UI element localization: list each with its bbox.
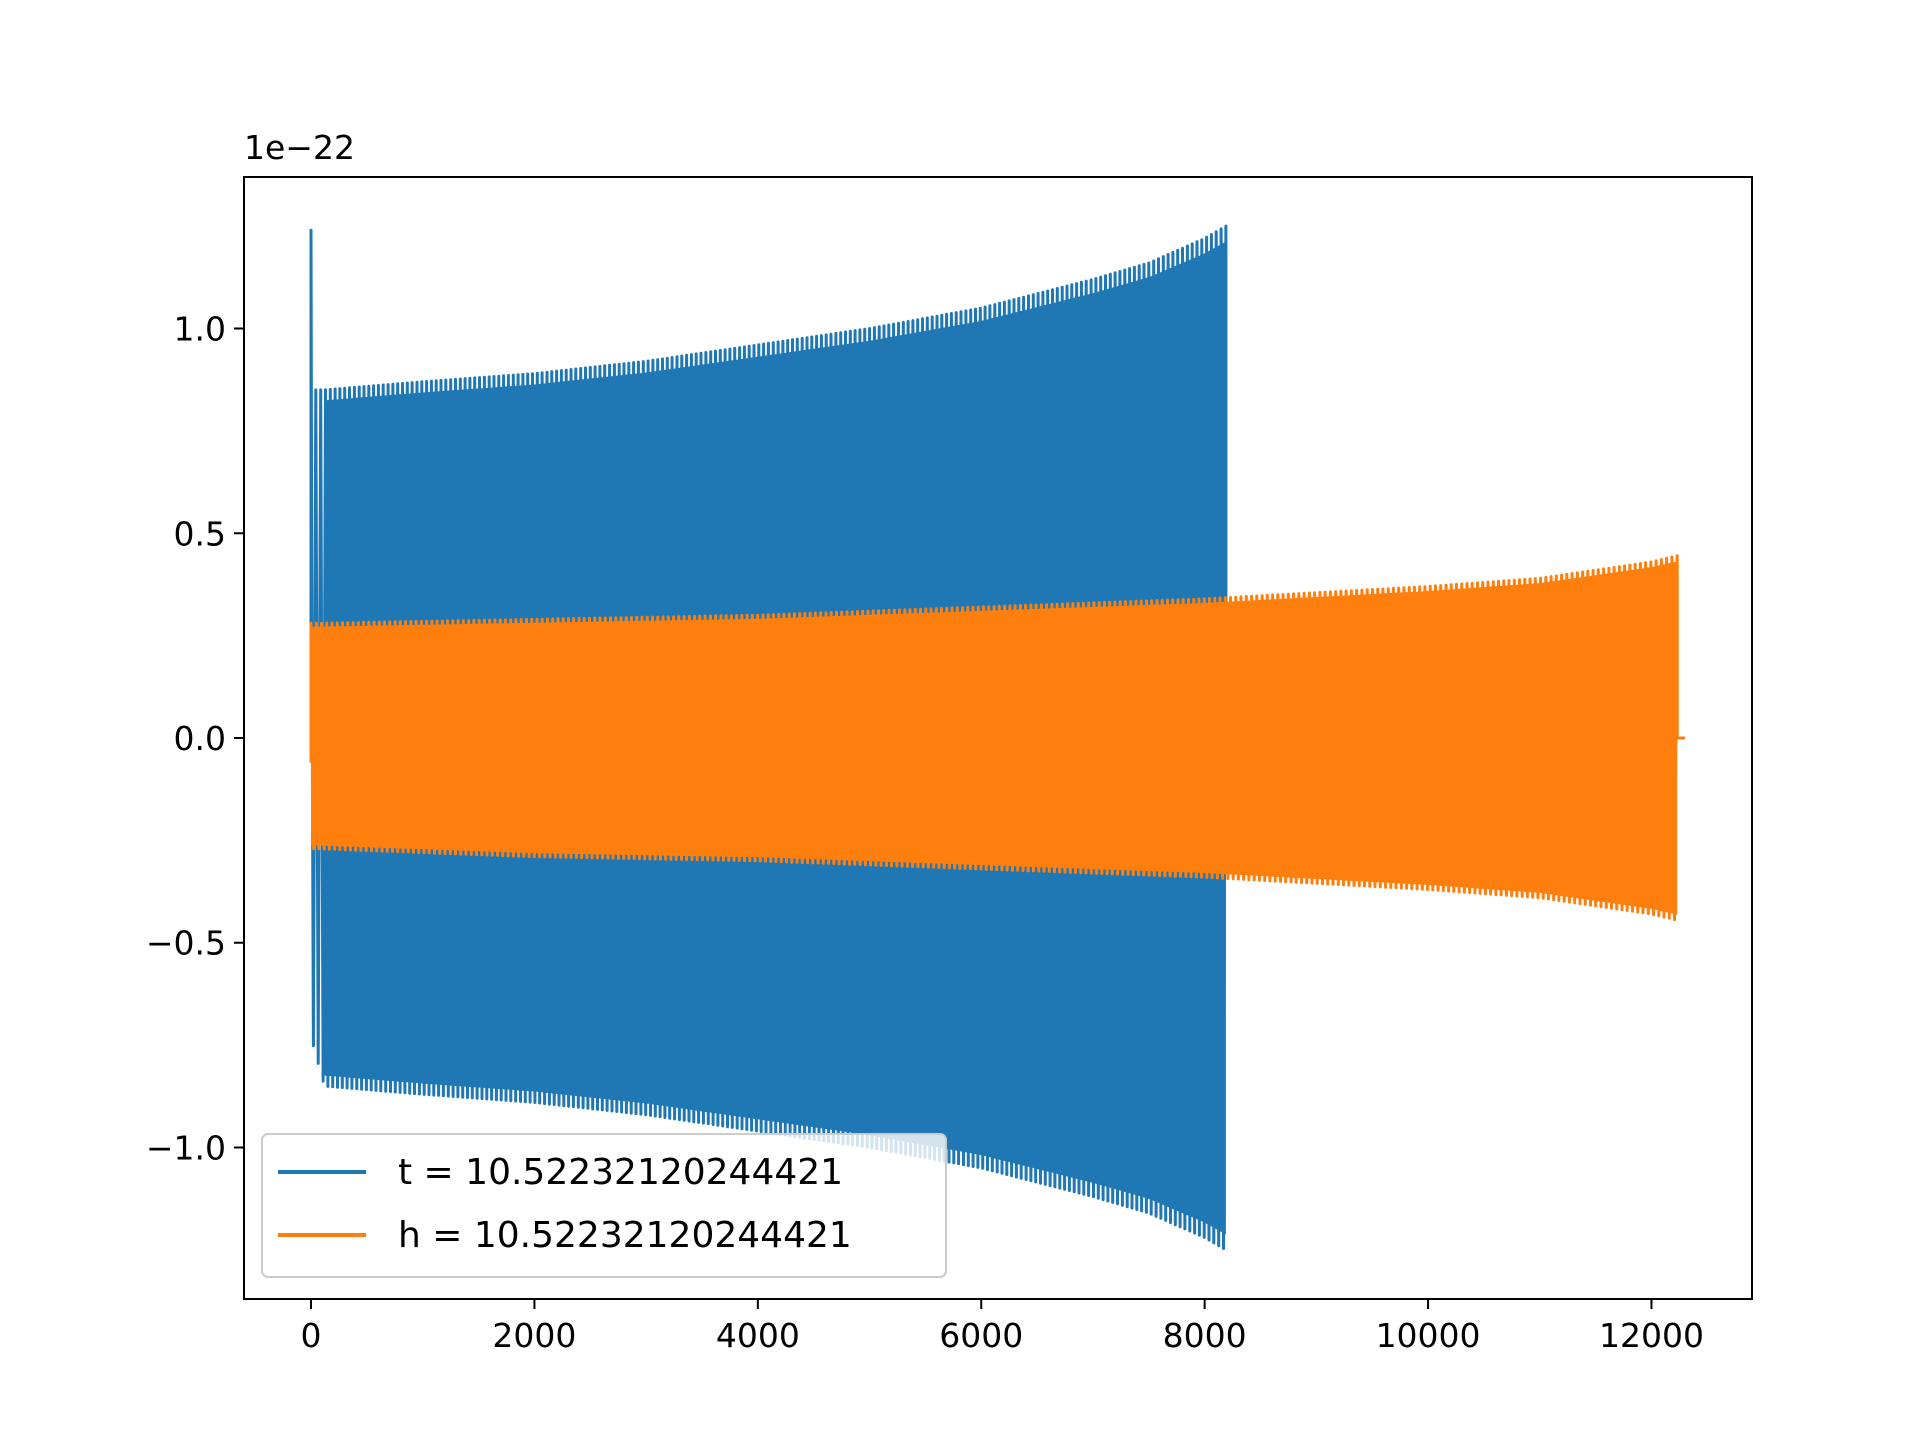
- x-tick-label: 4000: [716, 1316, 800, 1355]
- x-tick-label: 6000: [939, 1316, 1023, 1355]
- x-axis: 0 2000 4000 6000 8000 10000 12000: [301, 1299, 1704, 1355]
- x-tick-label: 2000: [492, 1316, 576, 1355]
- y-offset-label: 1e−22: [244, 128, 355, 167]
- series-line-0: [309, 224, 1228, 1250]
- legend-label: h = 10.52232120244421: [398, 1215, 852, 1256]
- x-tick-label: 0: [301, 1316, 322, 1355]
- x-tick-label: 10000: [1376, 1316, 1481, 1355]
- plot-area: [309, 224, 1685, 1250]
- y-tick-label: 0.0: [174, 719, 226, 758]
- legend: t = 10.52232120244421 h = 10.522321202444…: [261, 1133, 947, 1278]
- series-band-1: [311, 561, 1678, 915]
- legend-box: [261, 1133, 947, 1278]
- x-tick-label: 12000: [1599, 1316, 1704, 1355]
- y-tick-label: 0.5: [174, 514, 226, 553]
- x-tick-label: 8000: [1163, 1316, 1247, 1355]
- y-axis: −1.0 −0.5 0.0 0.5 1.0: [146, 310, 244, 1167]
- y-tick-label: 1.0: [174, 310, 226, 349]
- y-tick-label: −0.5: [146, 924, 226, 963]
- legend-label: t = 10.52232120244421: [398, 1152, 843, 1193]
- y-tick-label: −1.0: [146, 1128, 226, 1167]
